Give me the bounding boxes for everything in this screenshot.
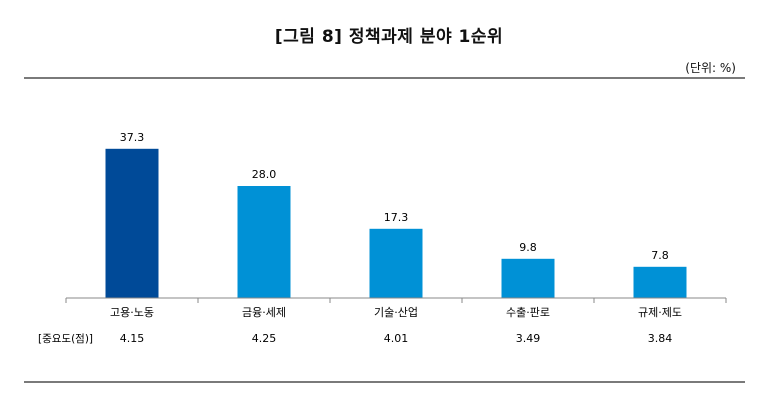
x-ticks-group xyxy=(65,298,727,303)
category-label: 수출·판로 xyxy=(506,306,550,319)
bar xyxy=(633,266,687,298)
data-label: 37.3 xyxy=(120,131,145,144)
data-label: 7.8 xyxy=(651,249,669,262)
chart-title: [그림 8] 정책과제 분야 1순위 xyxy=(274,27,504,47)
bar xyxy=(237,186,291,298)
labels-group: 37.3 고용·노동 4.15 28.0 금융·세제 4.25 17.3 기술·산업 4.01 9… xyxy=(110,131,682,345)
data-label: 9.8 xyxy=(519,241,537,254)
bars-group xyxy=(105,148,687,298)
importance-value: 4.15 xyxy=(120,332,145,345)
importance-value: 4.25 xyxy=(252,332,277,345)
bar xyxy=(369,228,423,298)
category-label: 금융·세제 xyxy=(242,306,286,319)
bottom-rule xyxy=(24,381,745,383)
importance-row-label: [중요도(점)] xyxy=(38,333,93,345)
data-label: 17.3 xyxy=(384,211,409,224)
data-label: 28.0 xyxy=(252,168,277,181)
category-label: 고용·노동 xyxy=(110,306,154,319)
bar xyxy=(501,258,555,298)
importance-value: 3.49 xyxy=(516,332,541,345)
category-label: 규제·제도 xyxy=(638,306,682,319)
category-label: 기술·산업 xyxy=(374,306,418,319)
top-rule xyxy=(24,77,745,79)
importance-value: 3.84 xyxy=(648,332,673,345)
importance-value: 4.01 xyxy=(384,332,409,345)
unit-label: (단위: %) xyxy=(685,61,736,75)
bar xyxy=(105,148,159,298)
